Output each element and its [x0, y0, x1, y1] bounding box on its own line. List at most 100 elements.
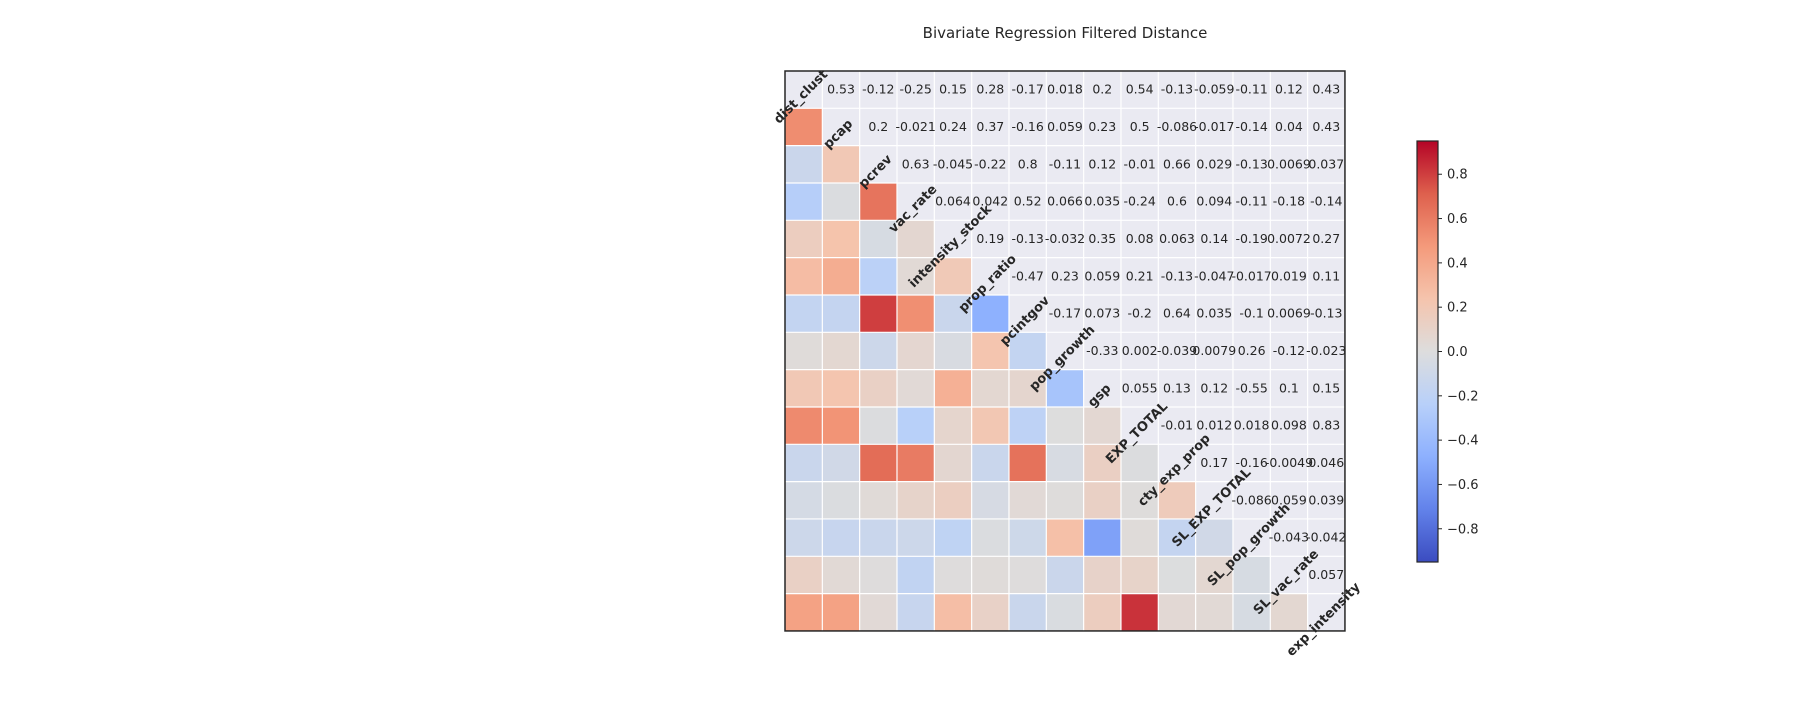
heatmap-cell [1008, 369, 1047, 407]
cell-value-label: 0.018 [1047, 82, 1083, 97]
cell-value-label: 0.43 [1312, 82, 1340, 97]
cell-value-label: 0.037 [1308, 156, 1344, 171]
heatmap-cell [859, 406, 897, 445]
cell-value-label: -0.039 [1157, 343, 1197, 358]
heatmap-cell [971, 481, 1009, 519]
heatmap-cell [1008, 481, 1047, 519]
cell-value-label: -0.25 [899, 82, 931, 97]
cell-value-label: 0.1 [1279, 380, 1299, 395]
heatmap-cell [822, 481, 860, 519]
cell-value-label: 0.08 [1126, 231, 1154, 246]
heatmap-cell [1158, 481, 1196, 519]
cell-value-label: 0.6 [1167, 194, 1187, 209]
cell-value-label: 0.27 [1312, 231, 1340, 246]
heatmap-cell [1083, 406, 1121, 445]
heatmap-cell [1046, 556, 1084, 594]
heatmap-cell [934, 556, 972, 594]
colorbar-tick-label: 0.4 [1447, 256, 1468, 271]
heatmap-cell [785, 593, 823, 631]
cell-value-label: -0.042 [1306, 530, 1346, 545]
heatmap-cell [859, 481, 897, 519]
cell-value-label: -0.47 [1011, 268, 1043, 283]
heatmap-cell [934, 332, 972, 370]
heatmap-cell [859, 182, 897, 221]
cell-value-label: 0.055 [1122, 380, 1158, 395]
cell-value-label: -0.0049 [1265, 455, 1313, 470]
heatmap-cell [896, 369, 935, 407]
heatmap-cell [896, 444, 935, 482]
cell-value-label: 0.0069 [1267, 156, 1311, 171]
heatmap-cell [785, 369, 823, 407]
heatmap-cell [971, 593, 1009, 631]
heatmap-cell [822, 593, 860, 631]
colorbar-tick-label: −0.8 [1447, 522, 1479, 537]
heatmap-cell [859, 257, 897, 295]
cell-value-label: 0.059 [1271, 492, 1307, 507]
heatmap-cell [1083, 444, 1121, 482]
colorbar-tick-label: 0.8 [1447, 168, 1468, 183]
heatmap-cell [1008, 556, 1047, 594]
heatmap-cell [1008, 406, 1047, 445]
heatmap-cell [859, 556, 897, 594]
cell-value-label: -0.14 [1235, 119, 1267, 134]
heatmap-cell [822, 444, 860, 482]
heatmap-cell [785, 257, 823, 295]
heatmap-cell [1120, 481, 1159, 519]
cell-value-label: -0.13 [1161, 268, 1193, 283]
cell-value-label: 0.029 [1196, 156, 1232, 171]
cell-value-label: -0.032 [1045, 231, 1085, 246]
heatmap-cell [785, 556, 823, 594]
heatmap-cell [822, 518, 860, 557]
heatmap-cell [1083, 481, 1121, 519]
cell-value-label: 0.5 [1130, 119, 1150, 134]
heatmap-cell [1046, 481, 1084, 519]
cell-value-label: -0.2 [1127, 306, 1151, 321]
heatmap-cell [971, 369, 1009, 407]
heatmap-cell [1232, 556, 1271, 594]
cell-value-label: 0.63 [902, 156, 930, 171]
heatmap-cell [1270, 593, 1308, 631]
heatmap-cell [1008, 444, 1047, 482]
cell-value-label: 0.012 [1196, 418, 1232, 433]
heatmap-cell [896, 220, 935, 258]
cell-value-label: -0.16 [1235, 455, 1267, 470]
cell-value-label: -0.047 [1194, 268, 1234, 283]
heatmap-cell [1195, 593, 1233, 631]
cell-value-label: -0.19 [1235, 231, 1267, 246]
cell-value-label: 0.018 [1234, 418, 1270, 433]
cell-value-label: 0.52 [1014, 194, 1042, 209]
heatmap-cell [822, 182, 860, 221]
heatmap-cell [971, 556, 1009, 594]
colorbar-tick-label: 0.0 [1447, 345, 1468, 360]
cell-value-label: 0.12 [1088, 156, 1116, 171]
heatmap-cell [1046, 369, 1084, 407]
cell-value-label: 0.066 [1047, 194, 1083, 209]
cell-value-label: 0.19 [976, 231, 1004, 246]
heatmap-cell [1046, 593, 1084, 631]
heatmap-cell [785, 481, 823, 519]
cell-value-label: 0.24 [939, 119, 967, 134]
cell-value-label: -0.043 [1269, 530, 1309, 545]
heatmap-cell [859, 518, 897, 557]
cell-value-label: 0.0079 [1192, 343, 1236, 358]
colorbar: 0.8 0.6 0.4 0.2 0.0 −0.2 −0.4 −0.6 −0.8 [1416, 140, 1479, 563]
heatmap-cell [785, 220, 823, 258]
heatmap-cell [859, 294, 897, 333]
heatmap-cell [859, 220, 897, 258]
heatmap-cell [1008, 593, 1047, 631]
heatmap-cell [896, 593, 935, 631]
heatmap-cell [896, 556, 935, 594]
heatmap-cell [859, 593, 897, 631]
cell-value-label: 0.059 [1084, 268, 1120, 283]
cell-value-label: -0.045 [933, 156, 973, 171]
heatmap-cell [1083, 518, 1121, 557]
cell-value-label: 0.12 [1200, 380, 1228, 395]
heatmap-cell [1083, 593, 1121, 631]
cell-value-label: 0.063 [1159, 231, 1195, 246]
heatmap-cell [1195, 556, 1233, 594]
heatmap-cell [822, 257, 860, 295]
cell-value-label: 0.26 [1238, 343, 1266, 358]
cell-value-label: -0.059 [1194, 82, 1234, 97]
heatmap-cell [785, 182, 823, 221]
heatmap-cell [934, 369, 972, 407]
